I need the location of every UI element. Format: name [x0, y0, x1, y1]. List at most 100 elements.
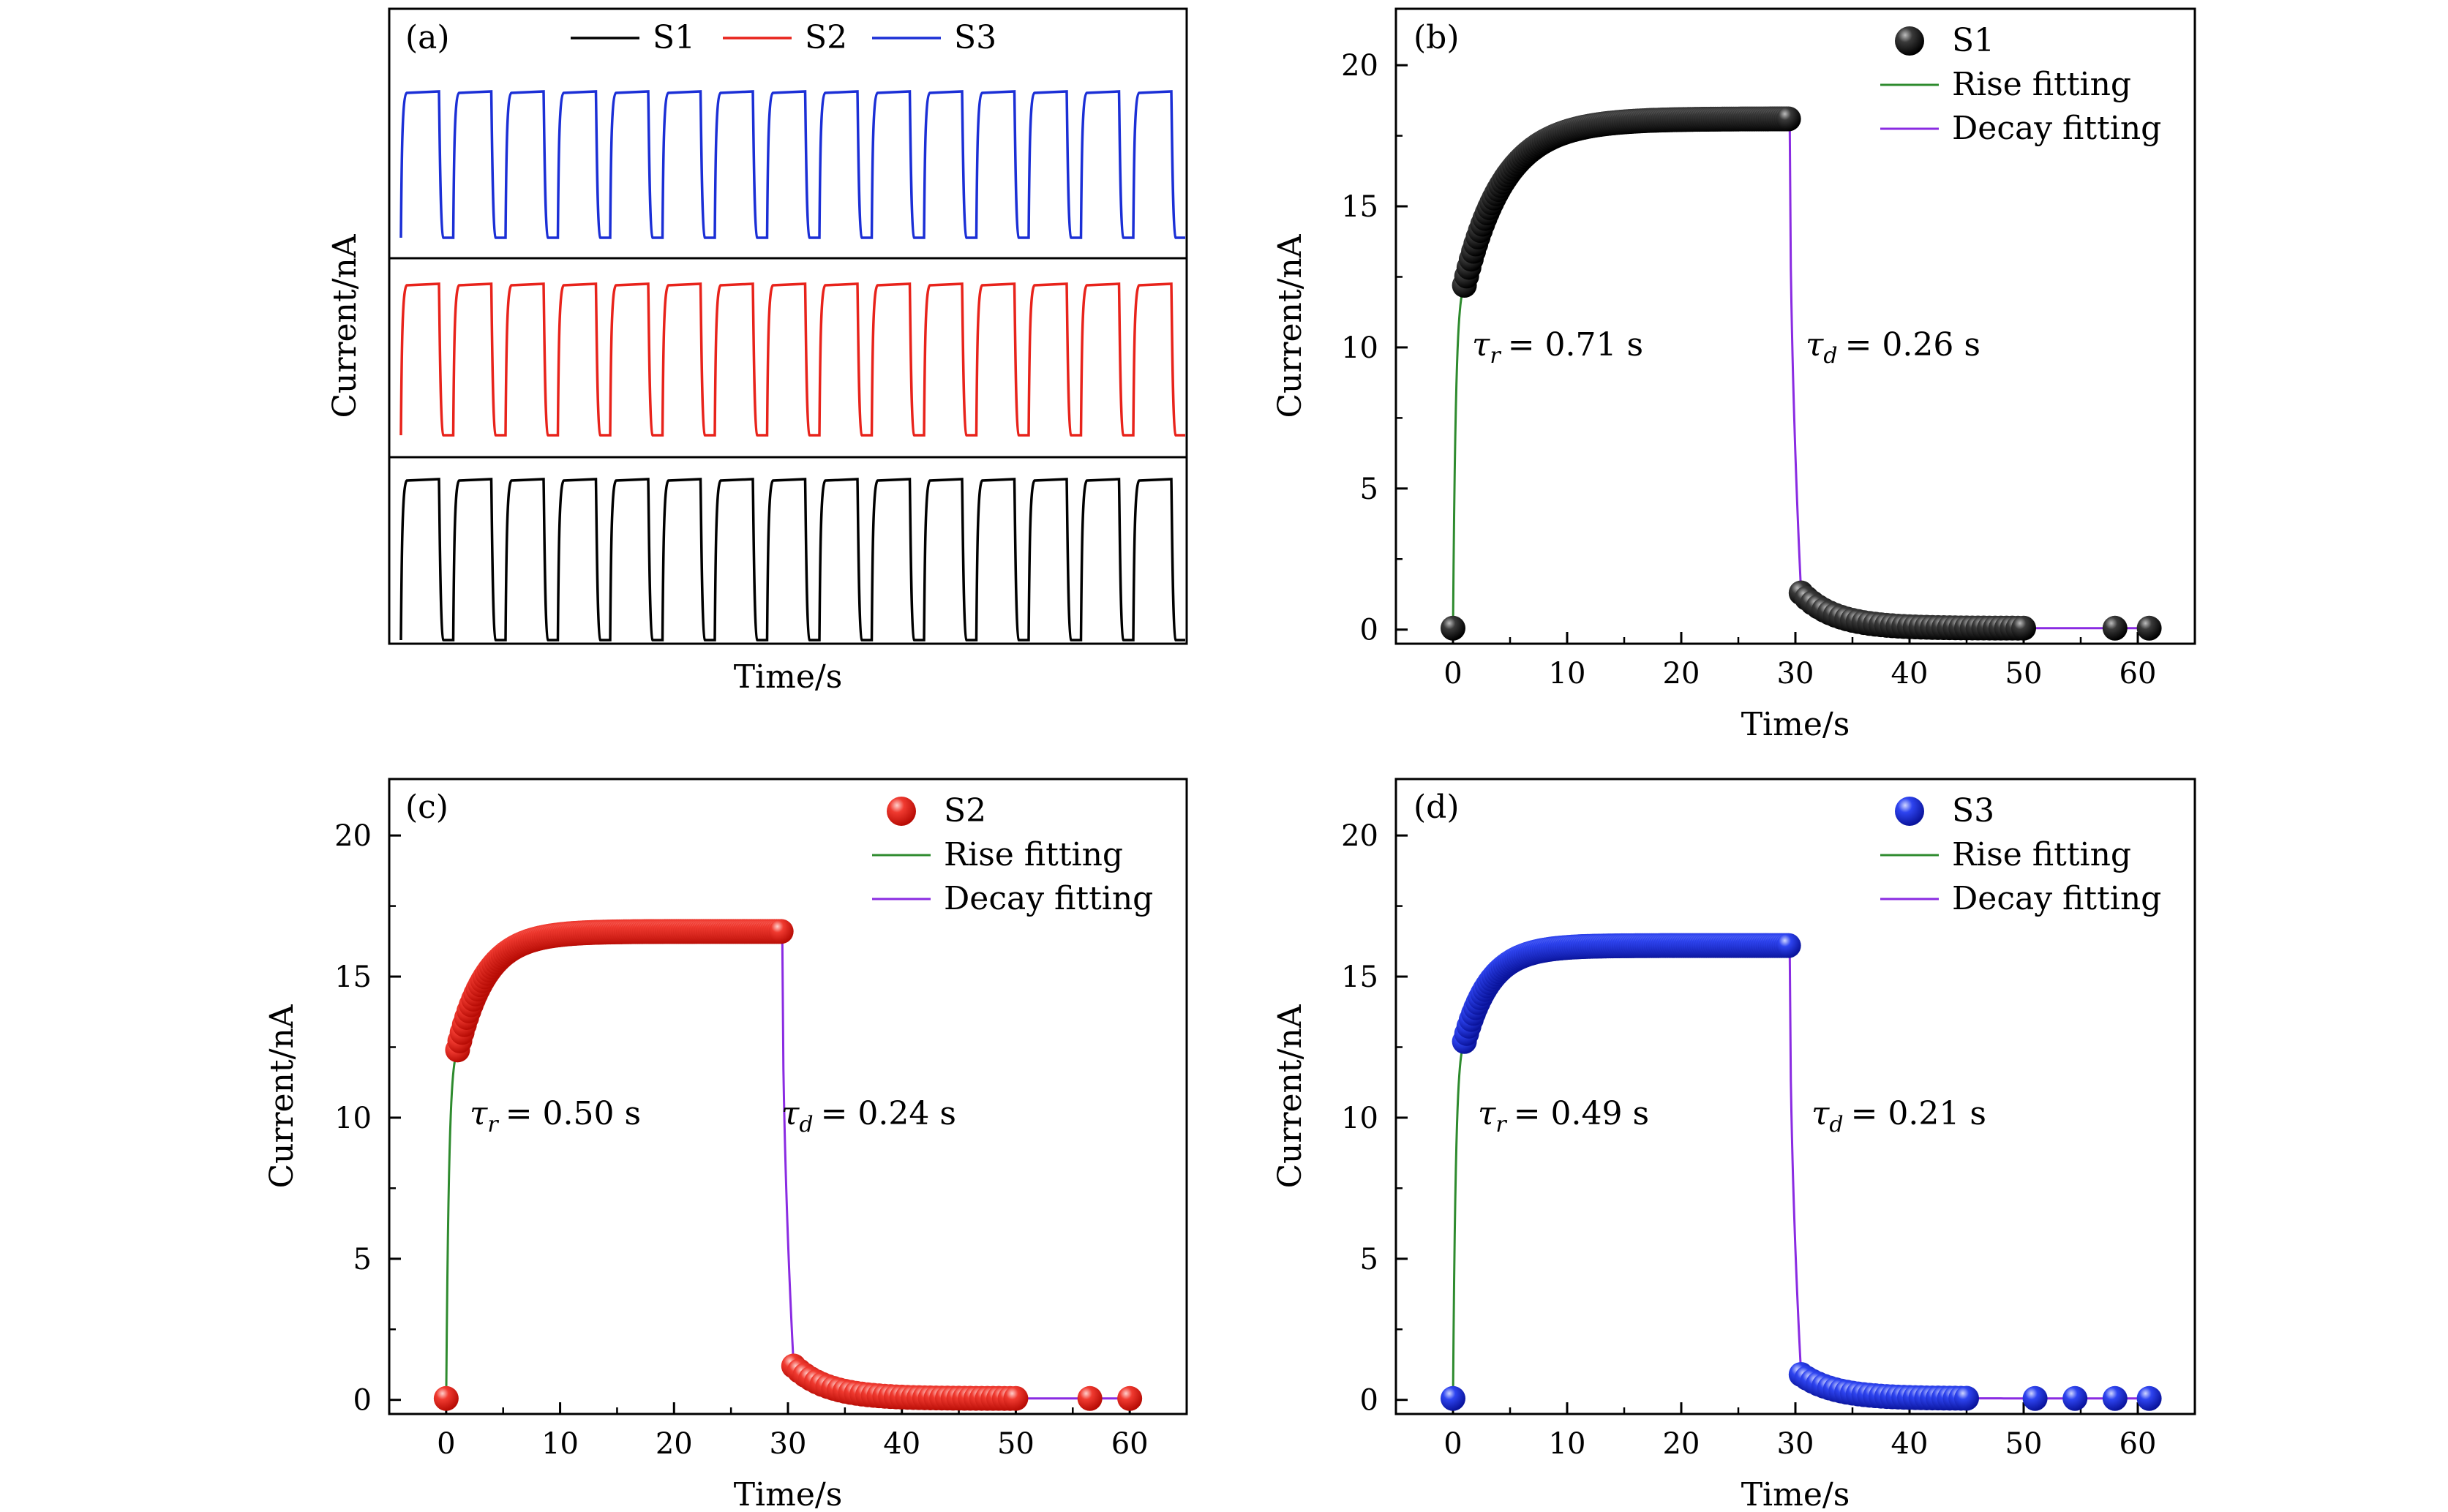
panel-c-ticks: 0 10 20 30 40 50 60 0 5 10 15 20: [334, 819, 1149, 1461]
y-tick-label: 0: [1360, 1384, 1378, 1418]
x-tick-label: 30: [1777, 1427, 1814, 1461]
y-tick-label: 20: [334, 819, 372, 853]
panel-c-tau-d: τd = 0.24 s: [781, 1095, 956, 1137]
panel-d-ticks: 0 10 20 30 40 50 60 0 5 10 15 20: [1341, 819, 2156, 1461]
data-point: [1117, 1385, 1143, 1411]
x-tick-label: 60: [1111, 1427, 1149, 1461]
legend-label-series: S2: [944, 792, 986, 830]
x-tick-label: 40: [1891, 1427, 1929, 1461]
panel-b-plot: [1441, 106, 2162, 641]
legend-label-decay: Decay fitting: [944, 880, 1153, 917]
x-tick-label: 20: [656, 1427, 693, 1461]
panel-a-tag: (a): [405, 19, 450, 56]
y-tick-label: 20: [1341, 49, 1378, 83]
y-tick-label: 15: [1341, 190, 1378, 224]
x-tick-label: 10: [1549, 1427, 1586, 1461]
panel-d: (d) 0 10 20 30 40 50 60 0 5 10 15 20 S3 Rise fitting…: [1272, 778, 2196, 1512]
data-point: [2102, 1385, 2128, 1411]
decay-fit-line: [1788, 119, 2149, 630]
legend-label-s1: S1: [653, 19, 695, 56]
data-point: [2011, 615, 2036, 641]
x-tick-label: 30: [1777, 657, 1814, 691]
series-s1-line: [399, 478, 1185, 642]
panel-d-plot: [1441, 933, 2162, 1411]
panel-a-xlabel: Time/s: [734, 658, 843, 696]
legend-marker: [1895, 797, 1924, 826]
panel-c-ylabel: Current/nA: [263, 1004, 301, 1188]
data-point: [2136, 615, 2162, 641]
x-tick-label: 50: [997, 1427, 1035, 1461]
rise-fit-line: [1452, 944, 1790, 1400]
panel-d-tau-d: τd = 0.21 s: [1811, 1095, 1986, 1137]
x-tick-label: 40: [883, 1427, 920, 1461]
x-tick-label: 50: [2005, 657, 2043, 691]
decay-fit-line: [1788, 945, 2149, 1400]
legend-label-series: S3: [1952, 792, 1994, 830]
x-tick-label: 40: [1891, 657, 1929, 691]
y-tick-label: 10: [1341, 331, 1378, 365]
data-point: [1441, 615, 1465, 641]
panel-b-ylabel: Current/nA: [1272, 233, 1309, 418]
panel-c: (c) 0 10 20 30 40 50 60 0 5 10 15 20 S2 Rise fitting…: [263, 778, 1188, 1512]
y-tick-label: 15: [334, 960, 372, 994]
panel-d-tau-r: τr = 0.49 s: [1478, 1095, 1649, 1137]
panel-a: (a) S1 S2 S3 Time/s Current/nA: [326, 7, 1188, 696]
panel-c-tag: (c): [405, 789, 448, 826]
x-tick-label: 50: [2005, 1427, 2043, 1461]
decay-fit-line: [781, 931, 1141, 1400]
y-tick-label: 10: [1341, 1102, 1378, 1135]
data-point: [1441, 1385, 1465, 1411]
data-point: [433, 1385, 459, 1411]
panel-c-tau-r: τr = 0.50 s: [470, 1095, 641, 1137]
data-point: [2022, 1385, 2048, 1411]
y-tick-label: 5: [353, 1243, 372, 1276]
x-tick-label: 0: [437, 1427, 455, 1461]
x-tick-label: 20: [1663, 657, 1700, 691]
y-tick-label: 0: [1360, 614, 1378, 647]
data-point: [1776, 106, 1801, 132]
panel-c-plot: [433, 919, 1143, 1411]
panel-d-legend: S3 Rise fitting Decay fitting: [1880, 792, 2161, 917]
x-tick-label: 30: [770, 1427, 807, 1461]
panel-b-tag: (b): [1413, 19, 1460, 56]
panel-d-xlabel: Time/s: [1741, 1476, 1850, 1512]
panel-b-xlabel: Time/s: [1741, 706, 1850, 743]
panel-a-legend: S1 S2 S3: [571, 19, 996, 56]
data-point: [2102, 615, 2128, 641]
legend-label-decay: Decay fitting: [1952, 880, 2161, 917]
rise-fit-line: [445, 930, 783, 1400]
panel-d-tag: (d): [1413, 789, 1460, 826]
y-tick-label: 10: [334, 1102, 372, 1135]
panel-b-tau-d: τd = 0.26 s: [1806, 326, 1980, 369]
legend-label-s3: S3: [954, 19, 996, 56]
data-point: [768, 919, 794, 944]
x-tick-label: 10: [1549, 657, 1586, 691]
panel-b-legend: S1 Rise fitting Decay fitting: [1880, 22, 2161, 147]
panel-b-ticks: 0 10 20 30 40 50 60 0 5 10 15 20: [1341, 49, 2156, 691]
y-tick-label: 15: [1341, 960, 1378, 994]
y-tick-label: 0: [353, 1384, 372, 1418]
data-point: [1776, 933, 1801, 958]
legend-marker: [887, 797, 916, 826]
data-point: [1954, 1385, 1979, 1411]
panel-a-ylabel: Current/nA: [326, 233, 364, 418]
panel-a-frame: [388, 7, 1188, 645]
x-tick-label: 20: [1663, 1427, 1700, 1461]
legend-label-rise: Rise fitting: [1952, 836, 2131, 873]
data-point: [2062, 1385, 2088, 1411]
y-tick-label: 5: [1360, 1243, 1378, 1276]
panel-b-tau-r: τr = 0.71 s: [1472, 326, 1643, 369]
panel-d-ylabel: Current/nA: [1272, 1004, 1309, 1188]
panel-a-series: [399, 90, 1185, 642]
data-point: [1077, 1385, 1103, 1411]
data-point: [1003, 1385, 1029, 1411]
series-s3-line: [399, 90, 1185, 239]
x-tick-label: 60: [2120, 657, 2157, 691]
x-tick-label: 60: [2120, 1427, 2157, 1461]
legend-label-rise: Rise fitting: [1952, 66, 2131, 103]
panel-c-legend: S2 Rise fitting Decay fitting: [872, 792, 1153, 917]
x-tick-label: 0: [1443, 657, 1462, 691]
panel-b: (b) 0 10 20 30 40 50 60 0 5 10 15 20 S1 Rise fitting…: [1272, 7, 2196, 743]
series-s2-line: [399, 282, 1185, 437]
